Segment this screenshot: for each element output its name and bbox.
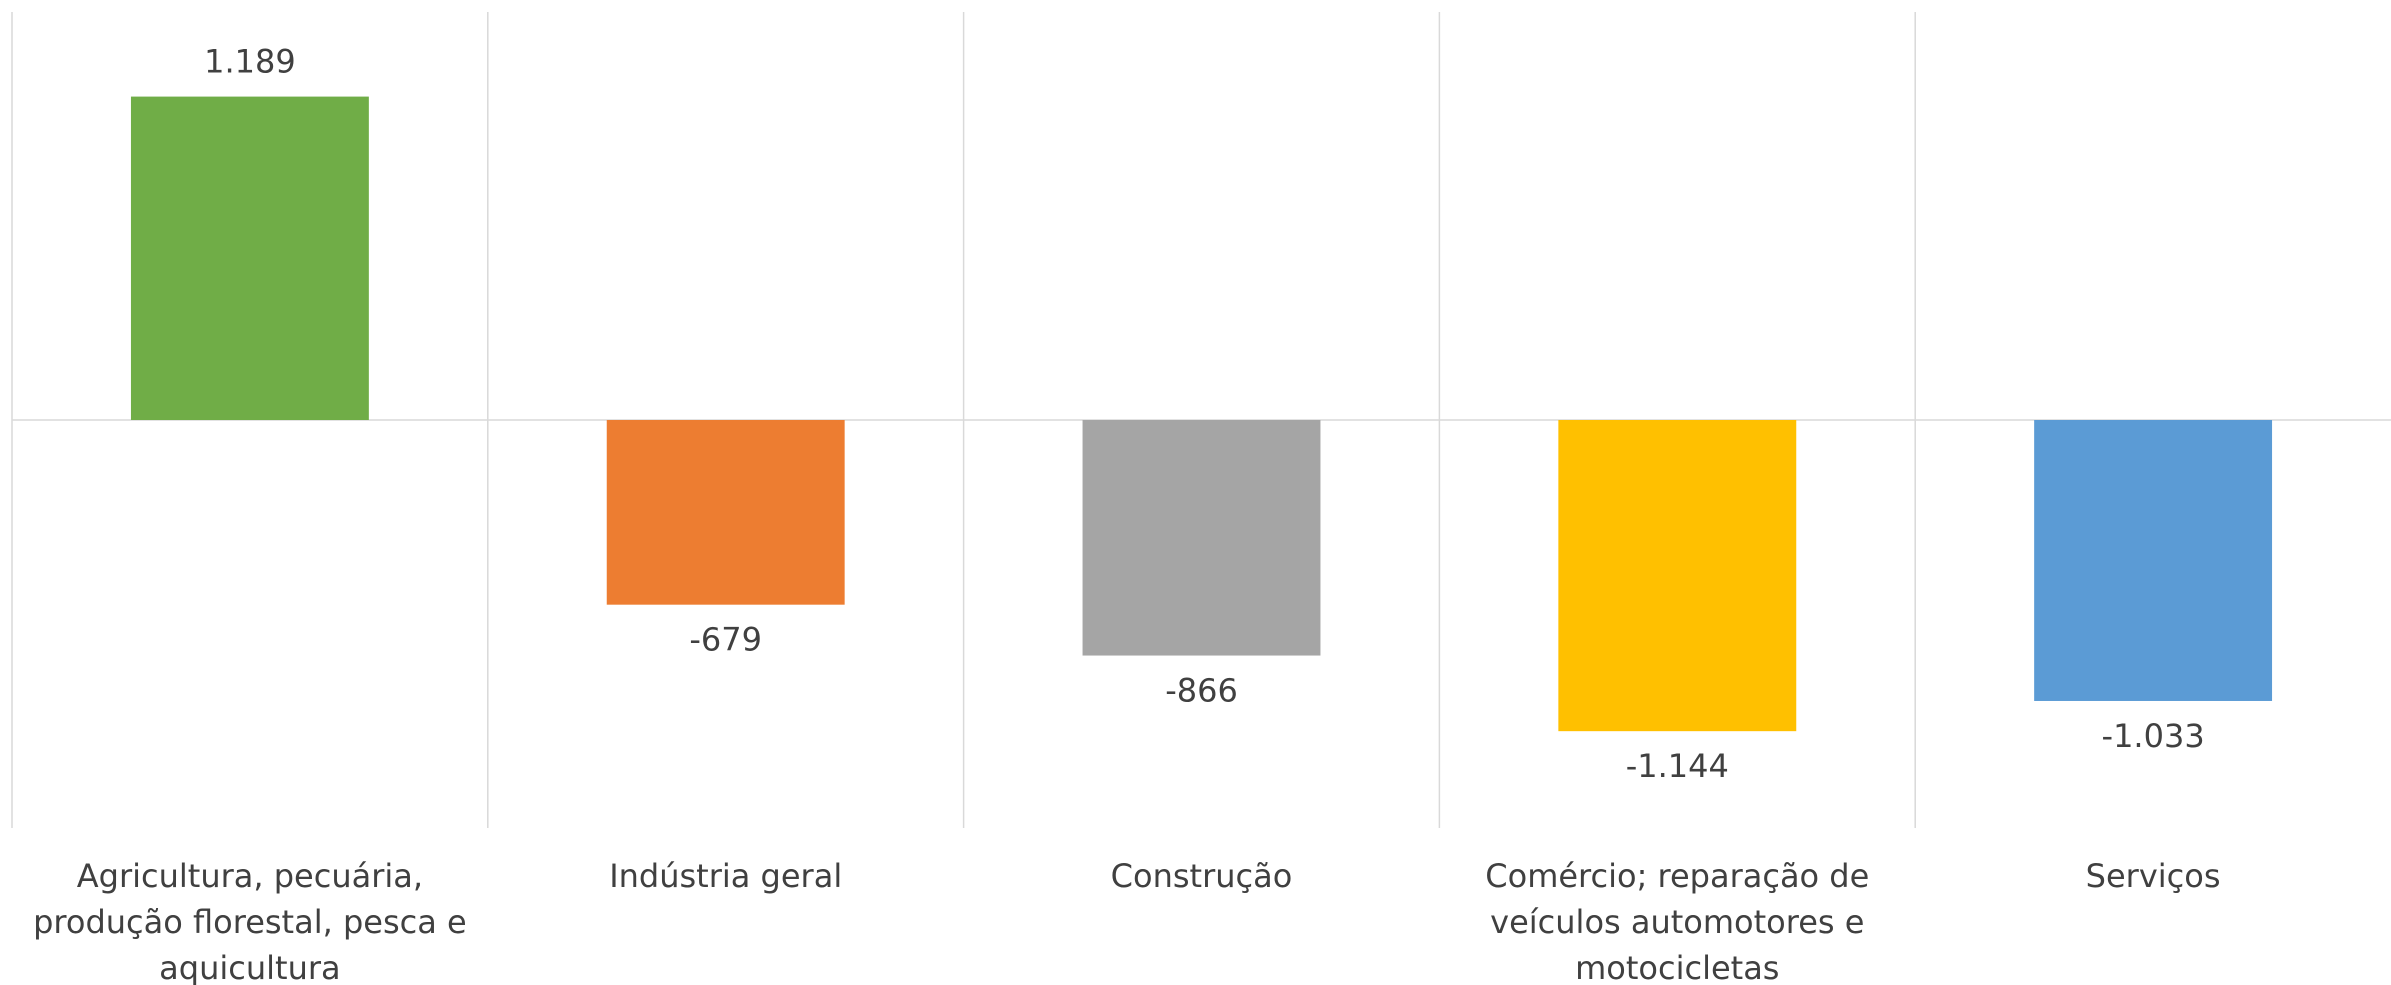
x-tick-label: Comércio; reparação de veículos automoto…	[1485, 857, 1870, 985]
data-label: 1.189	[204, 43, 296, 81]
data-label: -1.033	[2102, 717, 2205, 755]
data-label: -866	[1165, 672, 1238, 710]
data-label: -679	[689, 621, 762, 659]
data-label: -1.144	[1626, 747, 1729, 785]
bar	[1082, 420, 1321, 656]
x-tick-label: Construção	[1110, 857, 1293, 895]
x-tick-label: Indústria geral	[609, 857, 843, 895]
bar	[1558, 420, 1797, 732]
x-tick-label: Serviços	[2085, 857, 2221, 895]
bar	[130, 96, 369, 420]
x-tick-label: Agricultura, pecuária, produção floresta…	[33, 857, 467, 985]
bar	[2034, 420, 2273, 701]
bar	[606, 420, 845, 605]
